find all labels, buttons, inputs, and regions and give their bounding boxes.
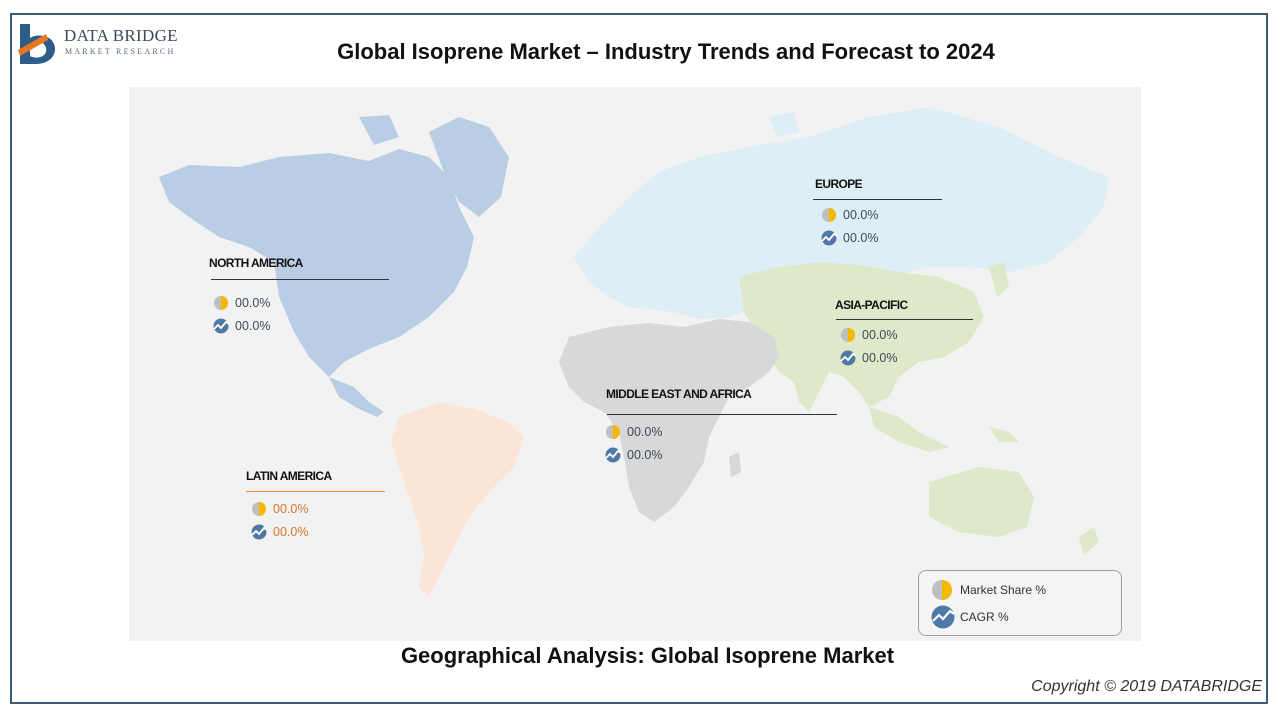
data-bridge-logo-icon — [18, 24, 56, 64]
trend-line-icon — [821, 230, 838, 246]
region-label-europe: EUROPE — [815, 177, 863, 191]
trend-line-icon — [213, 318, 230, 334]
market-share-latin-america: 00.0% — [251, 501, 308, 517]
copyright-text: Copyright © 2019 DATABRIDGE — [1031, 678, 1262, 695]
footer-title: Geographical Analysis: Global Isoprene M… — [400, 643, 895, 668]
region-underline — [246, 491, 385, 492]
europe-region — [574, 107, 1109, 319]
north-america-region — [159, 115, 509, 417]
pie-chart-icon — [606, 425, 620, 439]
region-label-middle-east-africa: MIDDLE EAST AND AFRICA — [606, 387, 752, 401]
trend-line-icon — [251, 524, 268, 540]
latin-america-region — [391, 402, 524, 597]
cagr-asia-pacific: 00.0% — [840, 350, 897, 366]
pie-chart-icon — [252, 502, 266, 516]
region-underline — [607, 414, 837, 415]
region-label-asia-pacific: ASIA-PACIFIC — [835, 298, 908, 312]
region-underline — [813, 199, 942, 200]
pie-chart-icon — [932, 580, 952, 600]
pie-chart-icon — [214, 296, 228, 310]
region-label-latin-america: LATIN AMERICA — [246, 469, 332, 483]
trend-line-icon — [605, 447, 622, 463]
pie-chart-icon — [822, 208, 836, 222]
market-share-asia-pacific: 00.0% — [840, 327, 897, 343]
region-label-north-america: NORTH AMERICA — [209, 256, 303, 270]
asia-pacific-region — [739, 262, 1099, 555]
page-title: Global Isoprene Market – Industry Trends… — [337, 39, 995, 64]
region-underline — [836, 319, 973, 320]
legend-item-market-share: Market Share % — [931, 579, 1046, 601]
market-share-north-america: 00.0% — [213, 295, 270, 311]
pie-chart-icon — [841, 328, 855, 342]
market-share-europe: 00.0% — [821, 207, 878, 223]
cagr-north-america: 00.0% — [213, 318, 270, 334]
legend-item-cagr: CAGR % — [931, 605, 1009, 629]
cagr-middle-east-africa: 00.0% — [605, 447, 662, 463]
cagr-latin-america: 00.0% — [251, 524, 308, 540]
trend-line-icon — [931, 605, 955, 629]
middle-east-africa-region — [559, 319, 779, 522]
trend-line-icon — [840, 350, 857, 366]
world-map — [159, 107, 1109, 597]
map-legend: Market Share % CAGR % — [918, 570, 1122, 636]
logo-subtext: MARKET RESEARCH — [65, 47, 176, 56]
cagr-europe: 00.0% — [821, 230, 878, 246]
logo-text: DATA BRIDGE — [64, 26, 178, 45]
region-underline — [211, 279, 389, 280]
market-share-middle-east-africa: 00.0% — [605, 424, 662, 440]
